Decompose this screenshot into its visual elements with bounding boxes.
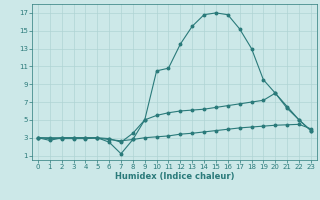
X-axis label: Humidex (Indice chaleur): Humidex (Indice chaleur) — [115, 172, 234, 181]
